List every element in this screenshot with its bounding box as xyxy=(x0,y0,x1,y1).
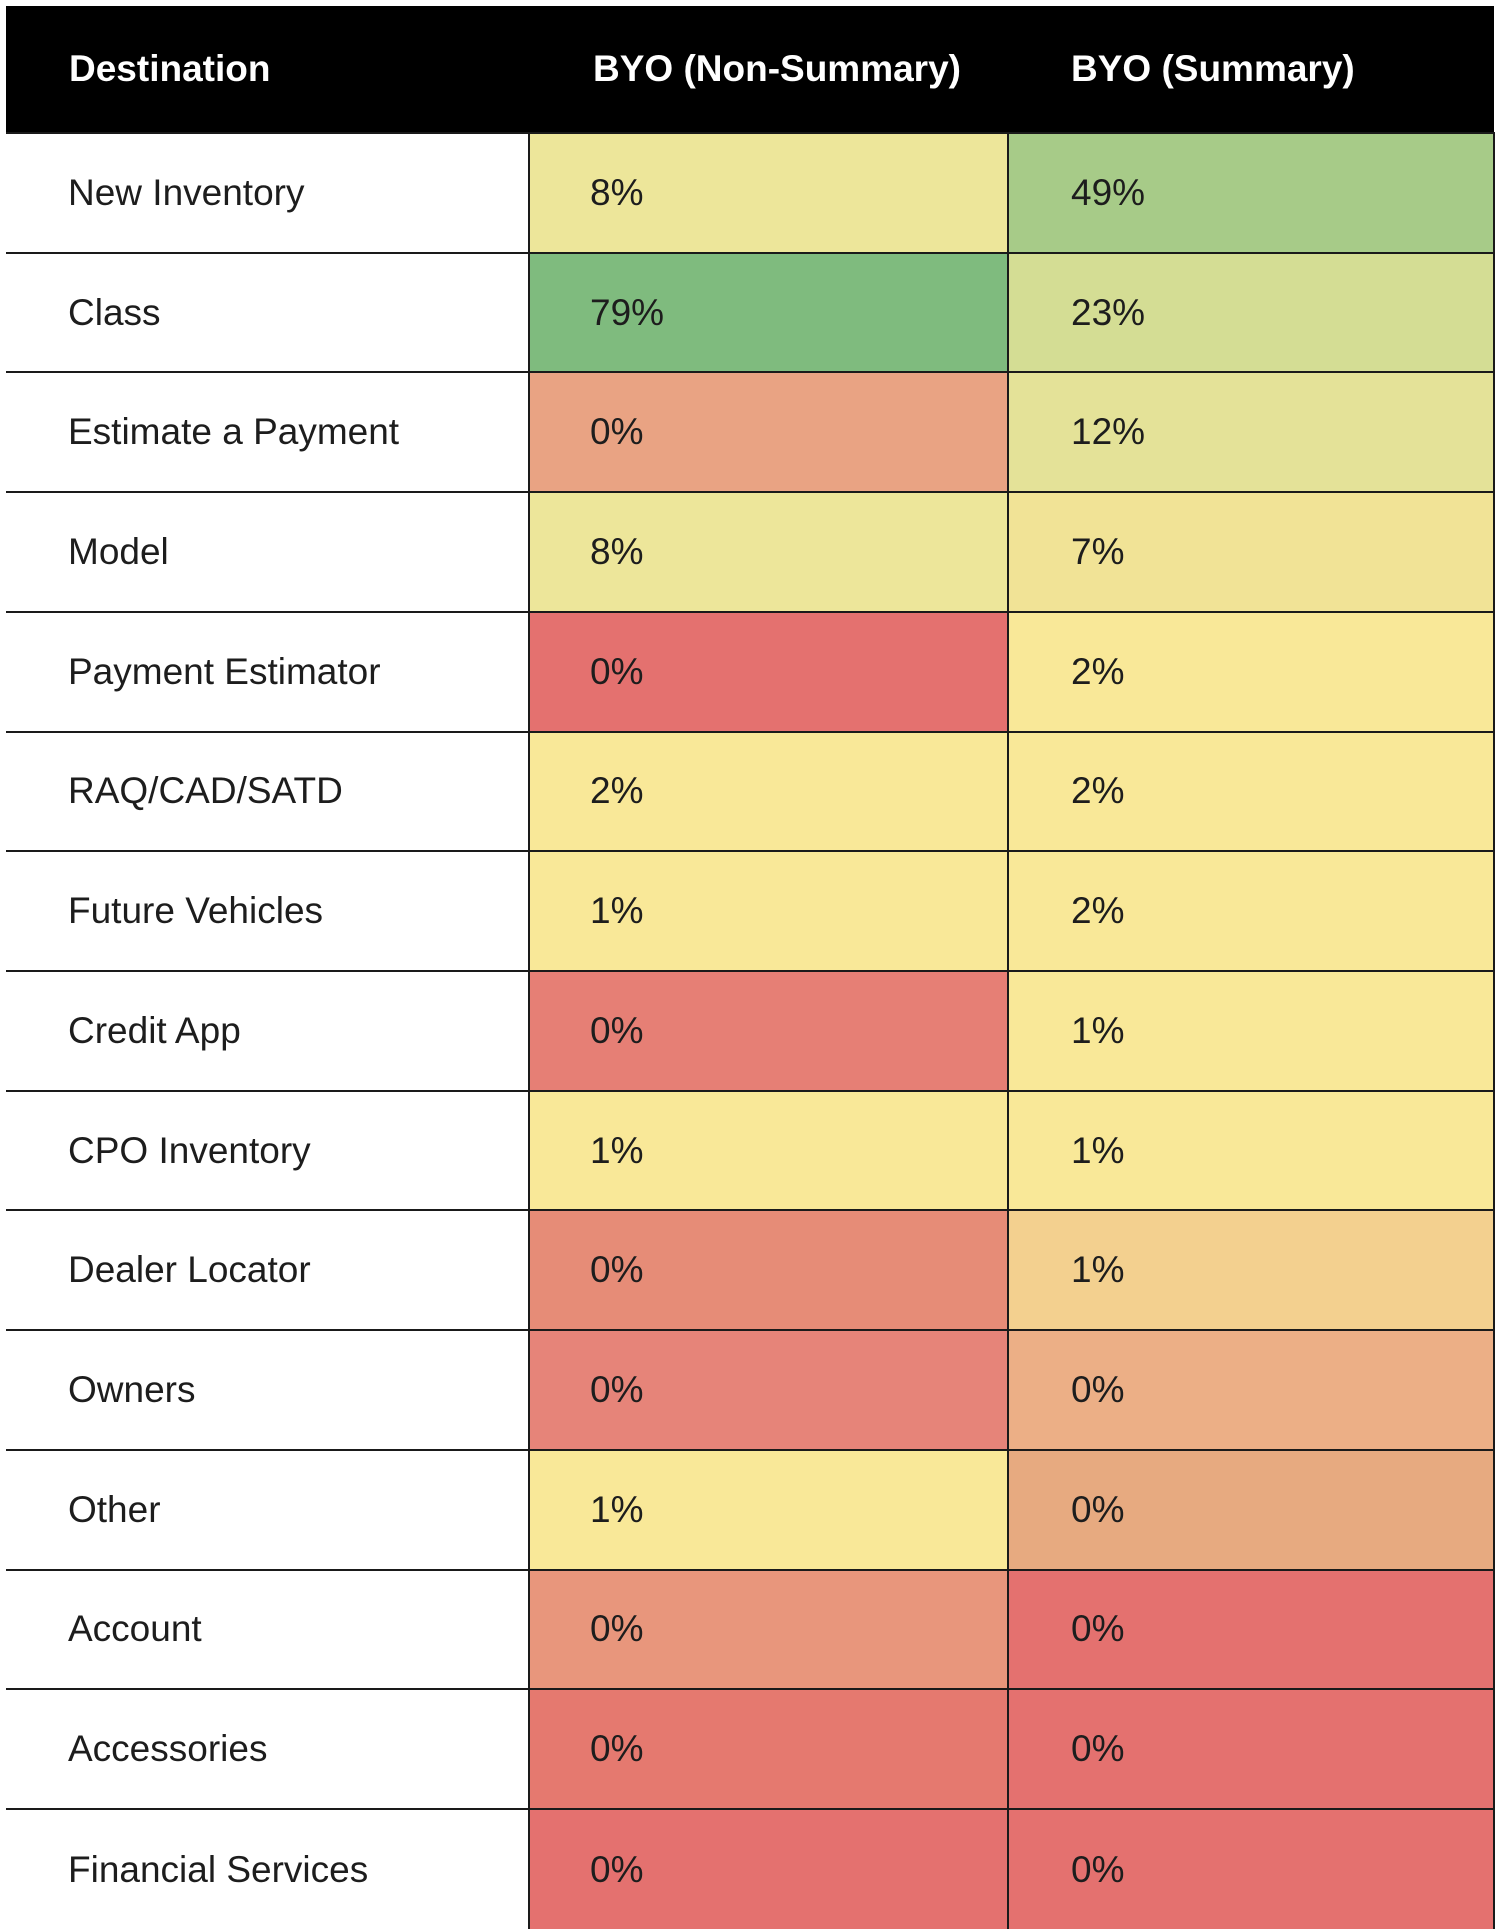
table-row: Estimate a Payment 0% 12% xyxy=(6,371,1495,494)
destination-cell: Class xyxy=(6,251,530,374)
byo-summary-cell: 0% xyxy=(1007,1688,1495,1811)
header-destination: Destination xyxy=(6,6,529,133)
header-byo-summary: BYO (Summary) xyxy=(1008,6,1494,133)
table-row: Accessories 0% 0% xyxy=(6,1688,1495,1811)
table-row: Owners 0% 0% xyxy=(6,1329,1495,1451)
byo-non-summary-cell: 2% xyxy=(528,730,1009,853)
byo-summary-cell: 2% xyxy=(1007,730,1495,853)
byo-summary-cell: 0% xyxy=(1007,1568,1495,1691)
byo-summary-cell: 0% xyxy=(1007,1329,1495,1451)
byo-summary-cell: 49% xyxy=(1007,132,1495,254)
table-row: Financial Services 0% 0% xyxy=(6,1808,1495,1929)
byo-non-summary-cell: 8% xyxy=(528,491,1009,613)
destination-cell: Financial Services xyxy=(6,1808,530,1929)
heatmap-table: Destination BYO (Non-Summary) BYO (Summa… xyxy=(6,6,1495,1929)
byo-summary-cell: 12% xyxy=(1007,371,1495,494)
byo-non-summary-cell: 8% xyxy=(528,132,1009,254)
destination-cell: New Inventory xyxy=(6,132,530,254)
destination-cell: CPO Inventory xyxy=(6,1089,530,1212)
table-row: Dealer Locator 0% 1% xyxy=(6,1209,1495,1332)
byo-summary-cell: 1% xyxy=(1007,1209,1495,1332)
byo-non-summary-cell: 0% xyxy=(528,610,1009,733)
table-row: CPO Inventory 1% 1% xyxy=(6,1089,1495,1212)
table-row: Account 0% 0% xyxy=(6,1568,1495,1691)
table-row: Future Vehicles 1% 2% xyxy=(6,850,1495,973)
byo-non-summary-cell: 1% xyxy=(528,1089,1009,1212)
byo-summary-cell: 0% xyxy=(1007,1448,1495,1571)
table-row: Payment Estimator 0% 2% xyxy=(6,610,1495,733)
destination-cell: Model xyxy=(6,491,530,613)
byo-non-summary-cell: 0% xyxy=(528,1568,1009,1691)
byo-summary-cell: 1% xyxy=(1007,970,1495,1092)
byo-non-summary-cell: 79% xyxy=(528,251,1009,374)
header-row: Destination BYO (Non-Summary) BYO (Summa… xyxy=(6,6,1494,133)
byo-non-summary-cell: 0% xyxy=(528,1209,1009,1332)
table-row: Model 8% 7% xyxy=(6,491,1495,613)
destination-cell: Accessories xyxy=(6,1688,530,1811)
byo-non-summary-cell: 1% xyxy=(528,1448,1009,1571)
byo-non-summary-cell: 0% xyxy=(528,371,1009,494)
destination-cell: Other xyxy=(6,1448,530,1571)
byo-non-summary-cell: 0% xyxy=(528,1688,1009,1811)
destination-cell: Future Vehicles xyxy=(6,850,530,973)
destination-cell: Credit App xyxy=(6,970,530,1092)
header-byo-non-summary: BYO (Non-Summary) xyxy=(529,6,1008,133)
byo-summary-cell: 1% xyxy=(1007,1089,1495,1212)
destination-cell: Account xyxy=(6,1568,530,1691)
byo-non-summary-cell: 1% xyxy=(528,850,1009,973)
destination-cell: Dealer Locator xyxy=(6,1209,530,1332)
destination-cell: Payment Estimator xyxy=(6,610,530,733)
table-row: Other 1% 0% xyxy=(6,1448,1495,1571)
destination-cell: Owners xyxy=(6,1329,530,1451)
table-header: Destination BYO (Non-Summary) BYO (Summa… xyxy=(6,6,1494,133)
destination-cell: Estimate a Payment xyxy=(6,371,530,494)
table-row: RAQ/CAD/SATD 2% 2% xyxy=(6,730,1495,853)
table-row: New Inventory 8% 49% xyxy=(6,132,1495,254)
byo-summary-cell: 2% xyxy=(1007,610,1495,733)
byo-summary-cell: 7% xyxy=(1007,491,1495,613)
table-row: Class 79% 23% xyxy=(6,251,1495,374)
table-row: Credit App 0% 1% xyxy=(6,970,1495,1092)
byo-summary-cell: 23% xyxy=(1007,251,1495,374)
destination-cell: RAQ/CAD/SATD xyxy=(6,730,530,853)
byo-summary-cell: 0% xyxy=(1007,1808,1495,1929)
byo-non-summary-cell: 0% xyxy=(528,970,1009,1092)
table-body: New Inventory 8% 49% Class 79% 23% Estimate a … xyxy=(6,132,1495,1929)
byo-non-summary-cell: 0% xyxy=(528,1329,1009,1451)
byo-summary-cell: 2% xyxy=(1007,850,1495,973)
byo-non-summary-cell: 0% xyxy=(528,1808,1009,1929)
